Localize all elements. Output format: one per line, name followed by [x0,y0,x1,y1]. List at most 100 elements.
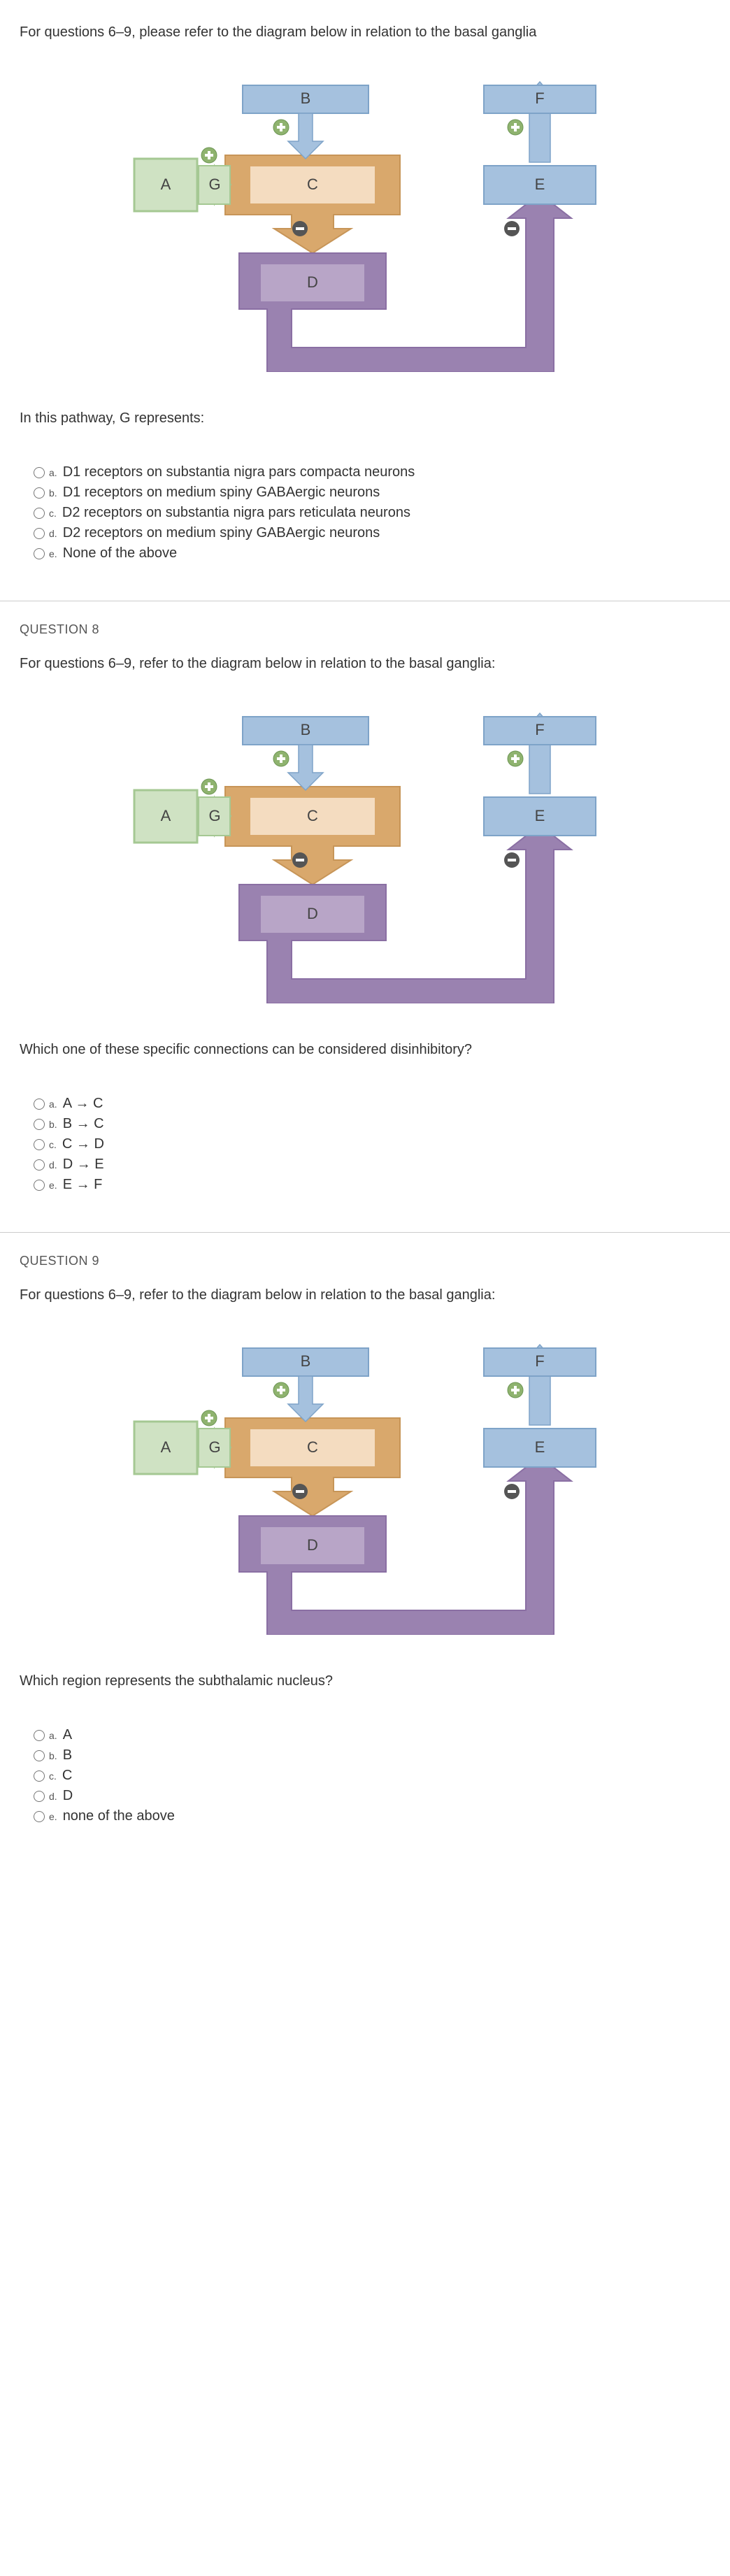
option-letter: e. [49,1811,57,1822]
option-label: D [63,1788,73,1804]
option-radio[interactable] [34,1119,45,1130]
option-radio[interactable] [34,487,45,499]
option-row: c. D2 receptors on substantia nigra pars … [34,505,710,521]
option-radio[interactable] [34,467,45,478]
q9-options: a. Ab. Bc. Cd. De. none of the above [34,1727,710,1824]
option-label: D → E [63,1157,104,1173]
option-letter: d. [49,1791,57,1802]
svg-text:E: E [535,807,545,824]
q7-sub-prompt: In this pathway, G represents: [20,407,710,429]
option-row: d. D2 receptors on medium spiny GABAergic… [34,525,710,541]
option-label: C → D [62,1136,104,1152]
q7-options: a. D1 receptors on substantia nigra pars … [34,464,710,561]
option-label: E → F [63,1177,103,1193]
option-letter: c. [49,1770,57,1782]
svg-text:D: D [307,273,318,291]
option-letter: a. [49,467,57,478]
option-radio[interactable] [34,1730,45,1741]
option-letter: a. [49,1099,57,1110]
option-letter: e. [49,548,57,559]
option-row: a. A [34,1727,710,1743]
option-radio[interactable] [34,1139,45,1150]
q9-header: QUESTION 9 [20,1254,710,1268]
svg-text:D: D [307,1536,318,1554]
basal-ganglia-diagram: A G B C D E F [120,1334,610,1635]
option-radio[interactable] [34,1159,45,1171]
option-label: D2 receptors on substantia nigra pars re… [62,505,410,521]
svg-text:E: E [535,176,545,193]
option-row: c. C → D [34,1136,710,1152]
option-row: e. E → F [34,1177,710,1193]
svg-text:A: A [161,176,171,193]
option-row: d. D [34,1788,710,1804]
option-label: None of the above [63,545,177,561]
option-radio[interactable] [34,1791,45,1802]
svg-text:B: B [301,721,311,738]
option-row: e. none of the above [34,1808,710,1824]
svg-text:A: A [161,1438,171,1456]
svg-text:G: G [208,807,220,824]
basal-ganglia-diagram: A G B C D E F [120,71,610,372]
option-row: a. A → C [34,1096,710,1112]
svg-text:F: F [535,90,544,107]
option-letter: b. [49,487,57,499]
question-8: QUESTION 8 For questions 6–9, refer to t… [0,601,730,1233]
question-7: For questions 6–9, please refer to the d… [0,0,730,601]
option-label: C [62,1768,72,1784]
option-row: d. D → E [34,1157,710,1173]
option-radio[interactable] [34,508,45,519]
svg-text:C: C [307,176,318,193]
option-row: b. D1 receptors on medium spiny GABAergic… [34,485,710,501]
svg-text:A: A [161,807,171,824]
option-radio[interactable] [34,1811,45,1822]
option-letter: a. [49,1730,57,1741]
option-radio[interactable] [34,1770,45,1782]
option-row: b. B [34,1747,710,1763]
q9-prompt: For questions 6–9, refer to the diagram … [20,1284,710,1306]
svg-text:F: F [535,1352,544,1370]
q7-prompt: For questions 6–9, please refer to the d… [20,21,710,43]
option-radio[interactable] [34,1099,45,1110]
q8-header: QUESTION 8 [20,622,710,637]
option-row: c. C [34,1768,710,1784]
basal-ganglia-diagram: A G B C D E F [120,703,610,1003]
option-label: B [63,1747,72,1763]
option-letter: d. [49,528,57,539]
svg-text:E: E [535,1438,545,1456]
svg-text:C: C [307,1438,318,1456]
q9-diagram-wrap: A G B C D E F [20,1334,710,1635]
option-letter: d. [49,1159,57,1171]
option-row: b. B → C [34,1116,710,1132]
svg-text:B: B [301,1352,311,1370]
option-letter: c. [49,508,57,519]
q9-sub-prompt: Which region represents the subthalamic … [20,1670,710,1692]
option-label: D1 receptors on medium spiny GABAergic n… [63,485,380,501]
question-9: QUESTION 9 For questions 6–9, refer to t… [0,1233,730,1863]
option-letter: b. [49,1750,57,1761]
option-label: D2 receptors on medium spiny GABAergic n… [63,525,380,541]
q8-prompt: For questions 6–9, refer to the diagram … [20,652,710,675]
option-label: D1 receptors on substantia nigra pars co… [63,464,415,480]
svg-text:G: G [208,176,220,193]
option-letter: c. [49,1139,57,1150]
option-radio[interactable] [34,1750,45,1761]
option-radio[interactable] [34,548,45,559]
svg-text:B: B [301,90,311,107]
option-letter: e. [49,1180,57,1191]
option-radio[interactable] [34,528,45,539]
option-label: A [63,1727,72,1743]
option-letter: b. [49,1119,57,1130]
option-label: A → C [63,1096,103,1112]
svg-text:F: F [535,721,544,738]
option-label: B → C [63,1116,104,1132]
q8-sub-prompt: Which one of these specific connections … [20,1038,710,1061]
svg-text:C: C [307,807,318,824]
q8-options: a. A → C b. B → C c. C → D d. D → E e. E → F [34,1096,710,1193]
svg-text:G: G [208,1438,220,1456]
option-row: e. None of the above [34,545,710,561]
option-row: a. D1 receptors on substantia nigra pars … [34,464,710,480]
svg-text:D: D [307,905,318,922]
q8-diagram-wrap: A G B C D E F [20,703,710,1003]
option-label: none of the above [63,1808,175,1824]
option-radio[interactable] [34,1180,45,1191]
